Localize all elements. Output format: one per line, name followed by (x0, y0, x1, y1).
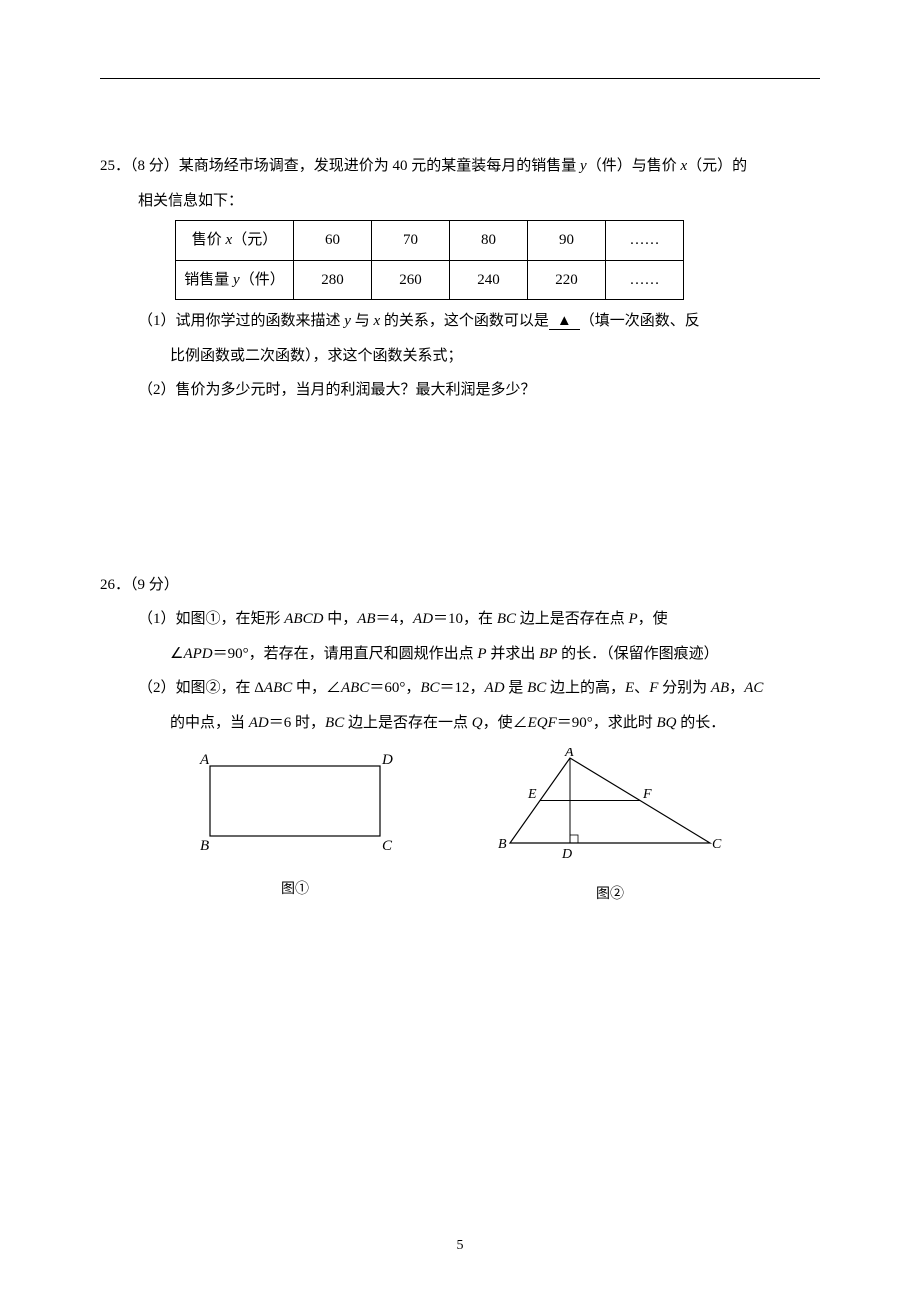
fig2-label: 图② (490, 879, 730, 911)
p26-q2-line2: 的中点，当 AD＝6 时，BC 边上是否存在一点 Q，使∠EQF＝90°，求此时… (100, 706, 820, 741)
row2-label: 销售量 y（件） (176, 260, 294, 300)
cell: 260 (372, 260, 450, 300)
figures-row: A B C D 图① A B (100, 748, 820, 911)
p26-q1-line2: ∠APD＝90°，若存在，请用直尺和圆规作出点 P 并求出 BP 的长．（保留作… (100, 637, 820, 672)
rectangle-diagram: A B C D (190, 748, 400, 858)
table-row: 销售量 y（件） 280 260 240 220 …… (176, 260, 684, 300)
cell: 220 (528, 260, 606, 300)
p25-intro-c: （元）的 (687, 158, 747, 174)
p25-number: 25． (100, 158, 130, 174)
cell: 60 (294, 221, 372, 261)
label-C: C (382, 838, 393, 854)
problem-26: 26．（9 分） （1）如图①，在矩形 ABCD 中，AB＝4，AD＝10，在 … (100, 568, 820, 911)
label-F: F (642, 787, 652, 802)
cell: 280 (294, 260, 372, 300)
p25-table: 售价 x（元） 60 70 80 90 …… 销售量 y（件） 280 260 … (175, 220, 684, 300)
label-B: B (200, 838, 209, 854)
triangle-diagram: A B C D E F (490, 748, 730, 863)
figure-2: A B C D E F 图② (490, 748, 730, 911)
fig1-label: 图① (190, 874, 400, 906)
p26-q1: （1）如图①，在矩形 ABCD 中，AB＝4，AD＝10，在 BC 边上是否存在… (100, 602, 820, 637)
cell: …… (606, 260, 684, 300)
cell: 90 (528, 221, 606, 261)
label-C: C (712, 837, 722, 852)
p26-q2: （2）如图②，在 ΔABC 中，∠ABC＝60°，BC＝12，AD 是 BC 边… (100, 671, 820, 706)
page-number: 5 (0, 1238, 920, 1254)
label-E: E (527, 787, 537, 802)
label-D: D (381, 752, 393, 768)
label-A: A (199, 752, 210, 768)
figure-1: A B C D 图① (190, 748, 400, 911)
p25-q2: （2）售价为多少元时，当月的利润最大？最大利润是多少？ (100, 373, 820, 408)
cell: 80 (450, 221, 528, 261)
p26-header: 26．（9 分） (100, 568, 820, 603)
table-row: 售价 x（元） 60 70 80 90 …… (176, 221, 684, 261)
p25-intro-line2: 相关信息如下： (100, 184, 820, 219)
cell: …… (606, 221, 684, 261)
p25-stem: 25．（8 分）某商场经市场调查，发现进价为 40 元的某童装每月的销售量 y（… (100, 149, 820, 184)
p25-intro-a: 某商场经市场调查，发现进价为 40 元的某童装每月的销售量 (179, 158, 580, 174)
p25-q1-line2: 比例函数或二次函数），求这个函数关系式； (100, 339, 820, 374)
problem-25: 25．（8 分）某商场经市场调查，发现进价为 40 元的某童装每月的销售量 y（… (100, 149, 820, 408)
label-A: A (564, 748, 574, 760)
label-D: D (561, 847, 572, 862)
p26-points: （9 分） (130, 577, 179, 593)
fill-blank: ▲ (549, 314, 580, 330)
cell: 240 (450, 260, 528, 300)
label-B: B (498, 837, 507, 852)
p25-intro-b: （件）与售价 (587, 158, 681, 174)
row1-label: 售价 x（元） (176, 221, 294, 261)
p25-q1: （1）试用你学过的函数来描述 y 与 x 的关系，这个函数可以是▲（填一次函数、… (100, 304, 820, 339)
p26-number: 26． (100, 577, 130, 593)
cell: 70 (372, 221, 450, 261)
p25-points: （8 分） (130, 158, 179, 174)
var-y: y (580, 158, 587, 174)
header-rule (100, 78, 820, 79)
